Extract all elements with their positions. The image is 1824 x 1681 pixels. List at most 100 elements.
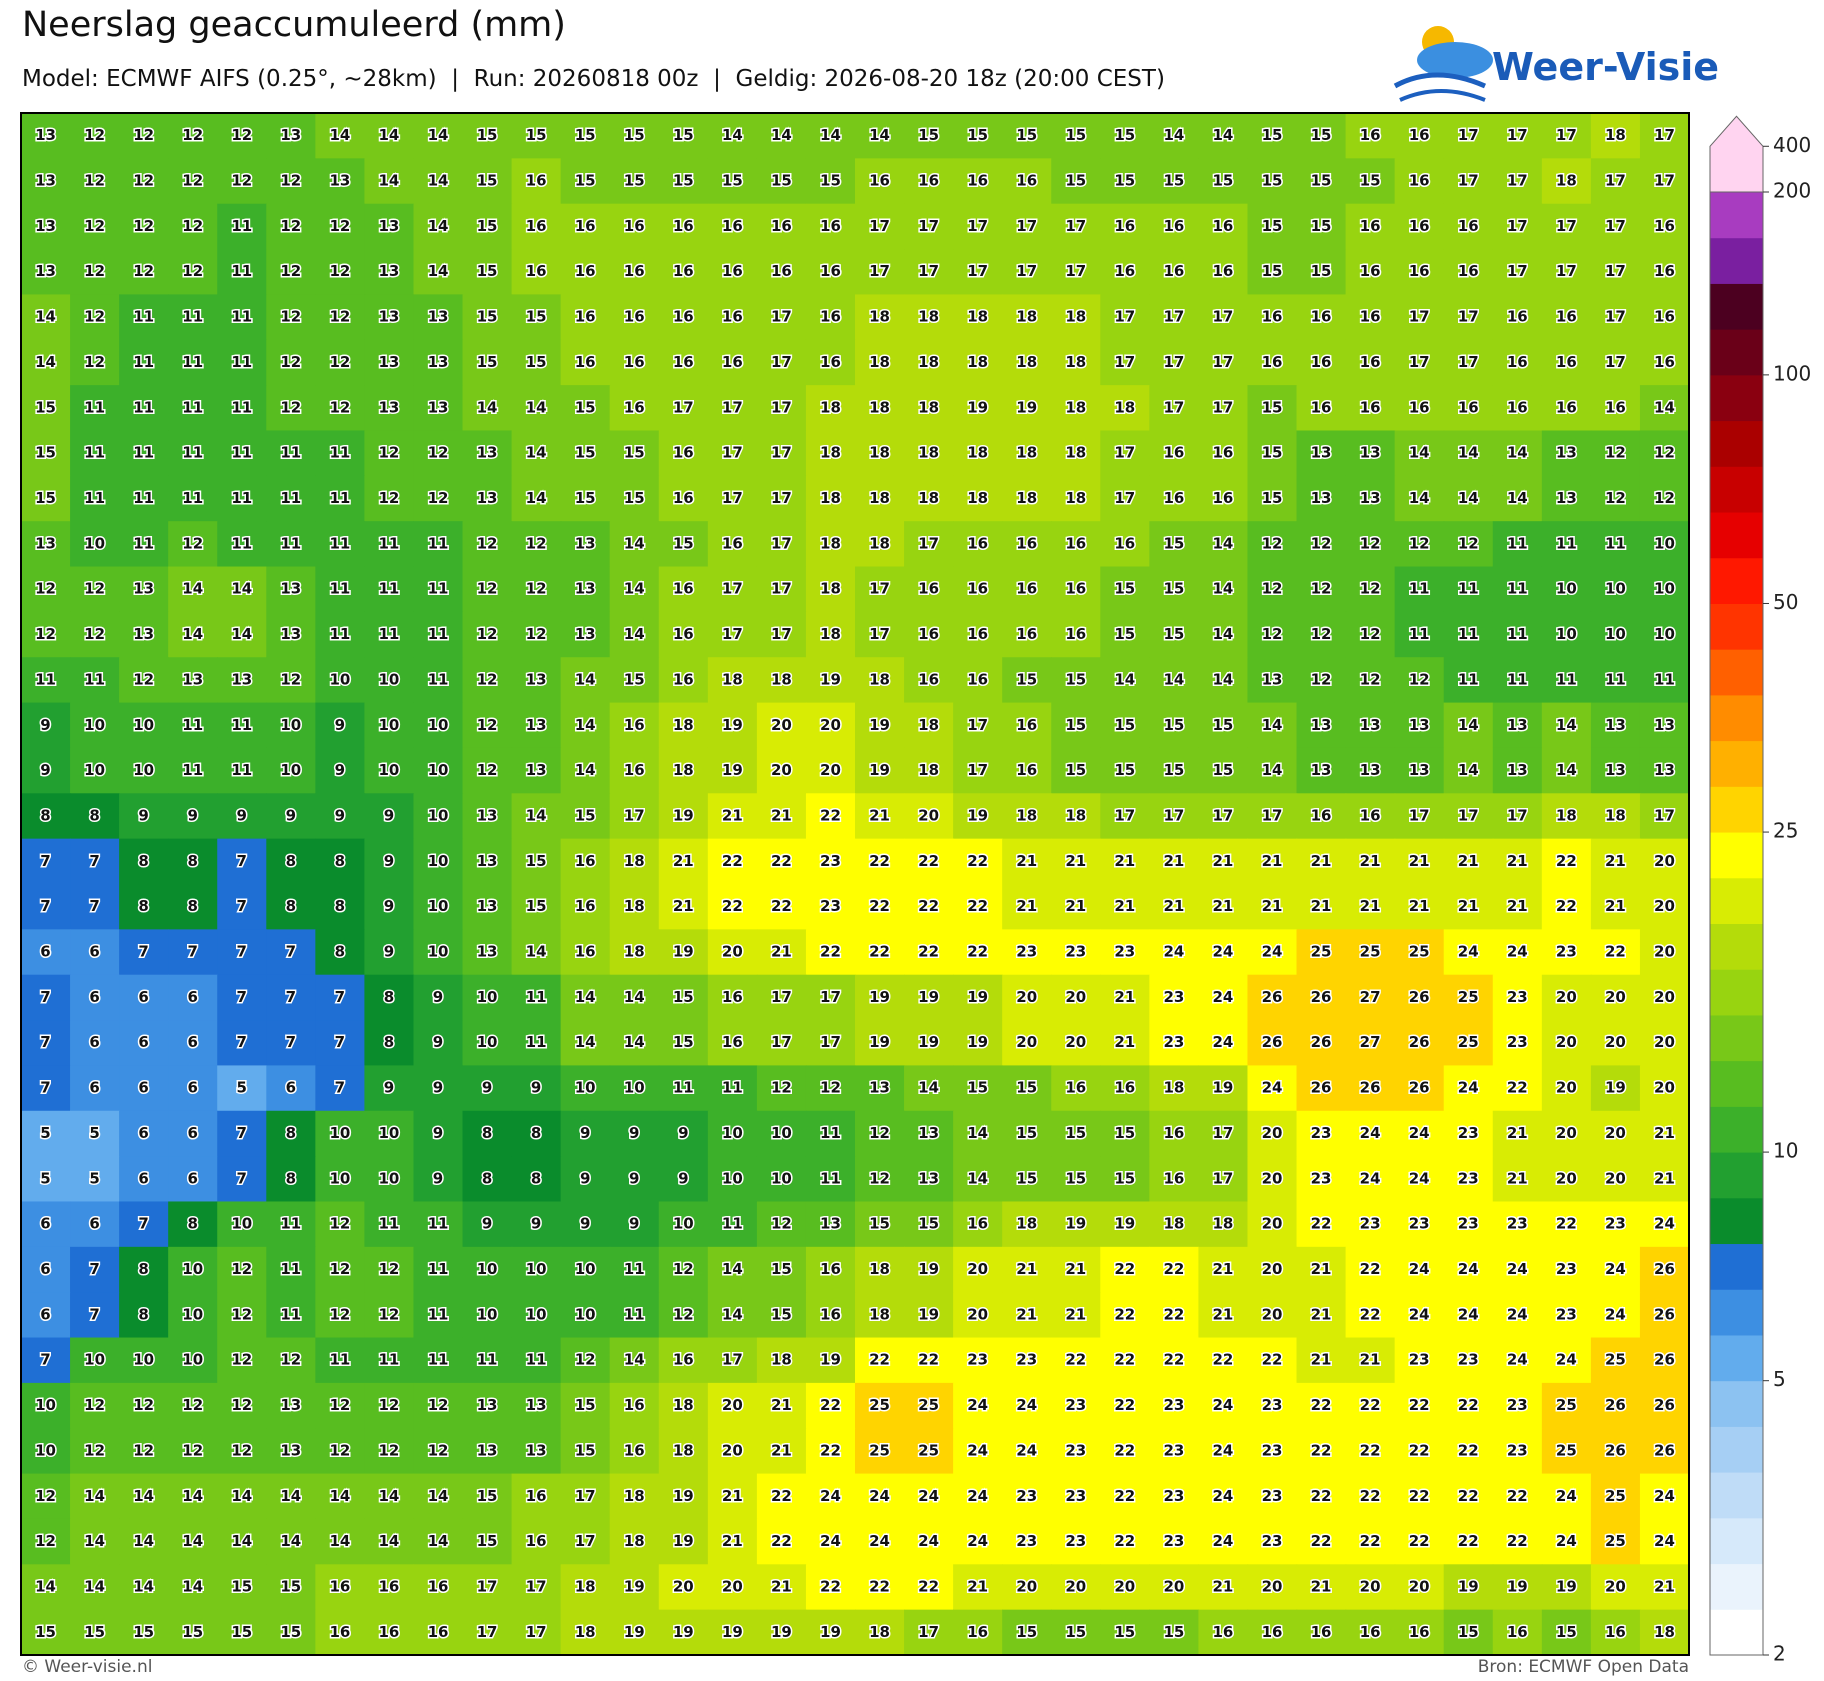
precip-cell <box>1345 1156 1396 1203</box>
precip-cell <box>1198 566 1249 613</box>
grid-value: 22 <box>771 1487 792 1505</box>
grid-value: 12 <box>379 1441 400 1459</box>
grid-value: 14 <box>1409 444 1430 462</box>
precip-cell <box>217 566 267 613</box>
grid-value: 15 <box>1163 761 1184 779</box>
grid-value: 11 <box>133 353 154 371</box>
precip-cell <box>364 929 415 976</box>
grid-value: 12 <box>329 1441 350 1459</box>
precip-cell <box>1051 747 1101 794</box>
precip-cell <box>658 1609 709 1656</box>
grid-value: 14 <box>428 172 449 190</box>
grid-value: 24 <box>1213 1033 1234 1051</box>
grid-value: 14 <box>526 444 547 462</box>
precip-cell <box>1198 203 1249 250</box>
precip-cell <box>413 884 464 930</box>
grid-value: 23 <box>1507 1396 1528 1414</box>
grid-value: 8 <box>40 806 50 824</box>
grid-value: 14 <box>428 1487 449 1505</box>
precip-cell <box>364 203 415 250</box>
grid-value: 15 <box>575 444 596 462</box>
precip-cell <box>1541 838 1592 885</box>
precip-cell <box>413 1201 464 1248</box>
precip-cell <box>1443 1337 1494 1384</box>
grid-value: 9 <box>286 806 296 824</box>
precip-cell <box>1590 1518 1641 1565</box>
grid-value: 9 <box>384 943 394 961</box>
precip-cell <box>1296 1246 1347 1293</box>
grid-value: 12 <box>1311 625 1332 643</box>
precip-cell <box>805 1156 856 1203</box>
precip-cell <box>1198 521 1249 568</box>
grid-value: 18 <box>1556 806 1577 824</box>
precip-cell <box>21 657 71 704</box>
grid-value: 24 <box>1016 1396 1037 1414</box>
precip-cell <box>119 1020 169 1067</box>
precip-cell <box>1002 294 1052 341</box>
precip-cell <box>1149 974 1200 1021</box>
grid-value: 11 <box>379 580 400 598</box>
precip-cell <box>1247 747 1298 794</box>
grid-value: 6 <box>187 1079 197 1097</box>
grid-value: 18 <box>575 1623 596 1641</box>
grid-value: 22 <box>1360 1487 1381 1505</box>
grid-value: 20 <box>1654 943 1675 961</box>
precip-cell <box>1002 385 1052 432</box>
grid-value: 15 <box>1016 126 1037 144</box>
grid-value: 16 <box>967 580 988 598</box>
grid-value: 21 <box>1016 1305 1037 1323</box>
precip-cell <box>658 1065 709 1112</box>
precip-cell <box>1051 158 1101 205</box>
grid-value: 15 <box>1114 625 1135 643</box>
precip-cell <box>1149 1246 1200 1293</box>
precip-cell <box>70 203 120 250</box>
grid-value: 12 <box>1409 670 1430 688</box>
grid-value: 13 <box>280 580 301 598</box>
precip-cell <box>1198 793 1249 840</box>
grid-value: 18 <box>673 1441 694 1459</box>
precip-cell <box>658 521 709 568</box>
precip-cell <box>1198 657 1249 704</box>
precip-cell <box>1492 1201 1543 1248</box>
grid-value: 23 <box>1163 1441 1184 1459</box>
precip-cell <box>658 974 709 1021</box>
precip-cell <box>1590 1020 1641 1067</box>
precip-cell <box>1149 1337 1200 1384</box>
precip-cell <box>1345 1292 1396 1339</box>
grid-value: 16 <box>1311 353 1332 371</box>
grid-value: 11 <box>84 398 105 416</box>
precip-cell <box>1051 385 1101 432</box>
grid-value: 14 <box>967 1124 988 1142</box>
precip-cell <box>1247 1020 1298 1067</box>
grid-value: 22 <box>1213 1351 1234 1369</box>
grid-value: 15 <box>133 1623 154 1641</box>
precip-cell <box>1345 884 1396 930</box>
precip-cell <box>1492 974 1543 1021</box>
precip-cell <box>658 702 709 749</box>
grid-value: 14 <box>231 1487 252 1505</box>
grid-value: 12 <box>1311 670 1332 688</box>
grid-value: 20 <box>1556 988 1577 1006</box>
grid-value: 13 <box>35 126 56 144</box>
grid-value: 6 <box>187 988 197 1006</box>
grid-value: 12 <box>1262 625 1283 643</box>
precip-cell <box>1394 249 1445 296</box>
precip-cell <box>413 929 464 976</box>
precip-cell <box>119 1110 169 1157</box>
grid-value: 10 <box>182 1351 203 1369</box>
precip-cell <box>511 974 562 1021</box>
precip-cell <box>1247 1473 1298 1520</box>
grid-value: 25 <box>1605 1532 1626 1550</box>
grid-value: 11 <box>182 353 203 371</box>
grid-value: 10 <box>1654 580 1675 598</box>
precip-cell <box>560 113 611 159</box>
grid-value: 16 <box>1262 308 1283 326</box>
precip-cell <box>511 1246 562 1293</box>
precip-cell <box>1443 1201 1494 1248</box>
precip-cell <box>805 294 856 341</box>
precip-cell <box>1149 113 1200 159</box>
precip-cell <box>1639 838 1690 885</box>
precip-cell <box>953 339 1003 386</box>
precip-cell <box>217 1518 267 1565</box>
grid-value: 24 <box>918 1487 939 1505</box>
